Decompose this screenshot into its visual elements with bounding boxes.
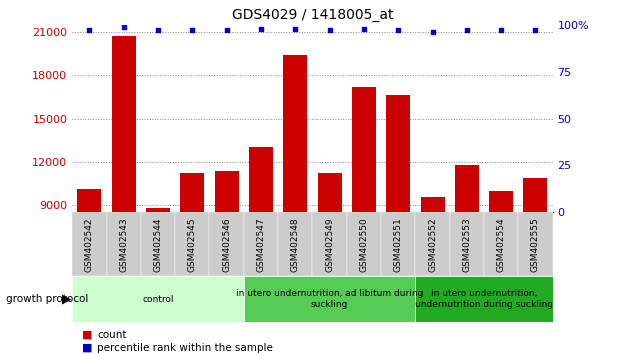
Point bbox=[428, 29, 438, 35]
Bar bbox=[112, 36, 136, 335]
Bar bbox=[180, 173, 204, 335]
Text: control: control bbox=[143, 295, 174, 304]
Text: GSM402545: GSM402545 bbox=[188, 217, 197, 272]
Text: GSM402548: GSM402548 bbox=[291, 217, 300, 272]
Bar bbox=[283, 55, 307, 335]
Bar bbox=[249, 148, 273, 335]
Text: in utero undernutrition,
undernutrition during suckling: in utero undernutrition, undernutrition … bbox=[415, 290, 553, 309]
Bar bbox=[244, 276, 415, 322]
Bar bbox=[518, 212, 553, 276]
Bar bbox=[415, 212, 450, 276]
Text: in utero undernutrition, ad libitum during
suckling: in utero undernutrition, ad libitum duri… bbox=[236, 290, 423, 309]
Text: GSM402551: GSM402551 bbox=[394, 217, 403, 272]
Point bbox=[290, 26, 300, 32]
Point bbox=[119, 24, 129, 29]
Text: GSM402554: GSM402554 bbox=[497, 217, 506, 272]
Point bbox=[531, 28, 541, 33]
Bar bbox=[244, 212, 278, 276]
Bar bbox=[141, 212, 175, 276]
Text: GSM402553: GSM402553 bbox=[462, 217, 472, 272]
Text: GSM402552: GSM402552 bbox=[428, 217, 437, 272]
Bar bbox=[318, 173, 342, 335]
Text: ■: ■ bbox=[82, 330, 92, 339]
Bar bbox=[77, 189, 101, 335]
Title: GDS4029 / 1418005_at: GDS4029 / 1418005_at bbox=[232, 8, 393, 22]
Point bbox=[496, 28, 506, 33]
Point bbox=[222, 28, 232, 33]
Bar bbox=[107, 212, 141, 276]
Bar bbox=[175, 212, 210, 276]
Text: growth protocol: growth protocol bbox=[6, 294, 89, 304]
Point bbox=[393, 28, 403, 33]
Text: GSM402550: GSM402550 bbox=[359, 217, 369, 272]
Bar bbox=[484, 212, 518, 276]
Text: GSM402549: GSM402549 bbox=[325, 217, 334, 272]
Bar bbox=[146, 208, 170, 335]
Bar bbox=[381, 212, 415, 276]
Bar bbox=[455, 165, 479, 335]
Text: ■: ■ bbox=[82, 343, 92, 353]
Bar bbox=[210, 212, 244, 276]
Point bbox=[359, 26, 369, 32]
Bar bbox=[450, 212, 484, 276]
Bar bbox=[215, 171, 239, 335]
Bar bbox=[415, 276, 553, 322]
Bar bbox=[489, 191, 513, 335]
Point bbox=[153, 28, 163, 33]
Bar bbox=[386, 96, 410, 335]
Point bbox=[187, 28, 197, 33]
Point bbox=[84, 28, 94, 33]
Text: count: count bbox=[97, 330, 127, 339]
Text: GSM402547: GSM402547 bbox=[256, 217, 266, 272]
Point bbox=[256, 26, 266, 32]
Text: ▶: ▶ bbox=[62, 293, 71, 306]
Text: GSM402544: GSM402544 bbox=[153, 217, 163, 272]
Bar bbox=[312, 212, 347, 276]
Bar bbox=[72, 276, 244, 322]
Bar bbox=[278, 212, 312, 276]
Text: GSM402543: GSM402543 bbox=[119, 217, 128, 272]
Text: GSM402542: GSM402542 bbox=[85, 217, 94, 272]
Bar bbox=[347, 212, 381, 276]
Bar bbox=[524, 178, 548, 335]
Point bbox=[462, 28, 472, 33]
Bar bbox=[352, 87, 376, 335]
Point bbox=[325, 28, 335, 33]
Text: GSM402555: GSM402555 bbox=[531, 217, 540, 272]
Bar bbox=[421, 196, 445, 335]
Bar bbox=[72, 212, 107, 276]
Text: GSM402546: GSM402546 bbox=[222, 217, 231, 272]
Text: percentile rank within the sample: percentile rank within the sample bbox=[97, 343, 273, 353]
